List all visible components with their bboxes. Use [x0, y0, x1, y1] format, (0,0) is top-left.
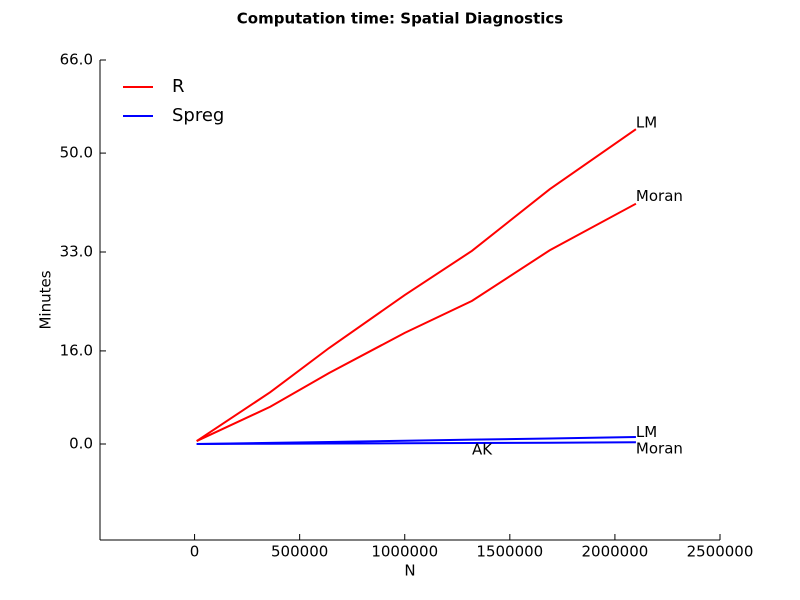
annotation: LM — [636, 423, 657, 441]
y-axis-label: Minutes — [37, 270, 55, 329]
chart-title: Computation time: Spatial Diagnostics — [237, 10, 564, 28]
series-line — [196, 128, 637, 442]
legend-label: R — [172, 76, 185, 97]
y-tick-label: 33.0 — [60, 243, 93, 261]
x-tick-label: 2500000 — [687, 543, 754, 561]
x-tick-label: 1500000 — [476, 543, 543, 561]
x-tick-label: 2000000 — [582, 543, 649, 561]
legend-label: Spreg — [172, 105, 224, 126]
annotation: AK — [472, 440, 493, 458]
y-tick-label: 16.0 — [60, 341, 93, 359]
series-line — [196, 202, 637, 442]
x-tick-label: 0 — [190, 543, 200, 561]
annotation: Moran — [636, 440, 683, 458]
x-tick-label: 1000000 — [371, 543, 438, 561]
annotation: Moran — [636, 187, 683, 205]
x-tick-label: 500000 — [271, 543, 328, 561]
y-tick-label: 50.0 — [60, 144, 93, 162]
x-axis-label: N — [404, 562, 415, 580]
y-tick-label: 66.0 — [60, 51, 93, 69]
annotation: LM — [636, 113, 657, 131]
y-tick-label: 0.0 — [69, 435, 93, 453]
series-line — [196, 441, 636, 445]
